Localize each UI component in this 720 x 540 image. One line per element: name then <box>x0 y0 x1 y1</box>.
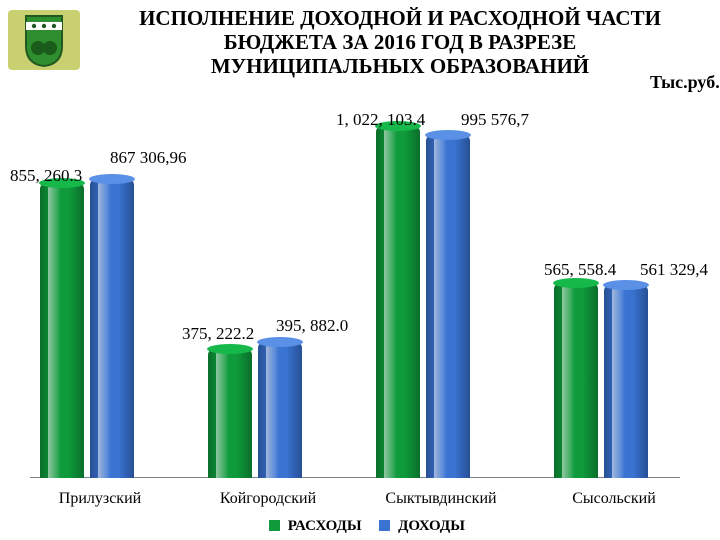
emblem-logo <box>8 10 80 70</box>
bar-expenses <box>208 349 252 478</box>
legend-label-income: ДОХОДЫ <box>398 518 465 534</box>
bar-expenses <box>40 183 84 478</box>
legend-swatch-income <box>379 520 390 531</box>
bar-group <box>208 120 302 478</box>
bar-group <box>376 120 470 478</box>
title-line-2: БЮДЖЕТА ЗА 2016 ГОД В РАЗРЕЗЕ <box>224 30 576 54</box>
value-label: 395, 882.0 <box>276 316 348 336</box>
title-line-3: МУНИЦИПАЛЬНЫХ ОБРАЗОВАНИЙ <box>211 54 589 78</box>
title-line-1: ИСПОЛНЕНИЕ ДОХОДНОЙ И РАСХОДНОЙ ЧАСТИ <box>139 6 661 30</box>
bar-income <box>90 179 134 478</box>
value-label: 855, 260.3 <box>10 166 82 186</box>
value-label: 995 576,7 <box>461 110 529 130</box>
bar-income <box>604 285 648 478</box>
chart-title: ИСПОЛНЕНИЕ ДОХОДНОЙ И РАСХОДНОЙ ЧАСТИ БЮ… <box>85 6 715 78</box>
value-label: 565, 558.4 <box>544 260 616 280</box>
bar-income <box>258 342 302 478</box>
unit-label: Тыс.руб. <box>650 72 720 93</box>
value-label: 561 329,4 <box>640 260 708 280</box>
category-label: Койгородский <box>188 490 348 508</box>
value-label: 375, 222.2 <box>182 324 254 344</box>
bar-chart: 855, 260.3867 306,96375, 222.2395, 882.0… <box>30 120 710 478</box>
bar-expenses <box>376 126 420 478</box>
value-label: 867 306,96 <box>110 148 187 168</box>
category-label: Сысольский <box>534 490 694 508</box>
bar-expenses <box>554 283 598 478</box>
legend-label-expenses: РАСХОДЫ <box>288 518 362 534</box>
chart-legend: РАСХОДЫ ДОХОДЫ <box>0 518 720 535</box>
category-label: Прилузский <box>20 490 180 508</box>
category-label: Сыктывдинский <box>356 490 526 508</box>
bar-income <box>426 135 470 478</box>
bar-group <box>554 120 648 478</box>
value-label: 1, 022, 103.4 <box>336 110 425 130</box>
legend-swatch-expenses <box>269 520 280 531</box>
